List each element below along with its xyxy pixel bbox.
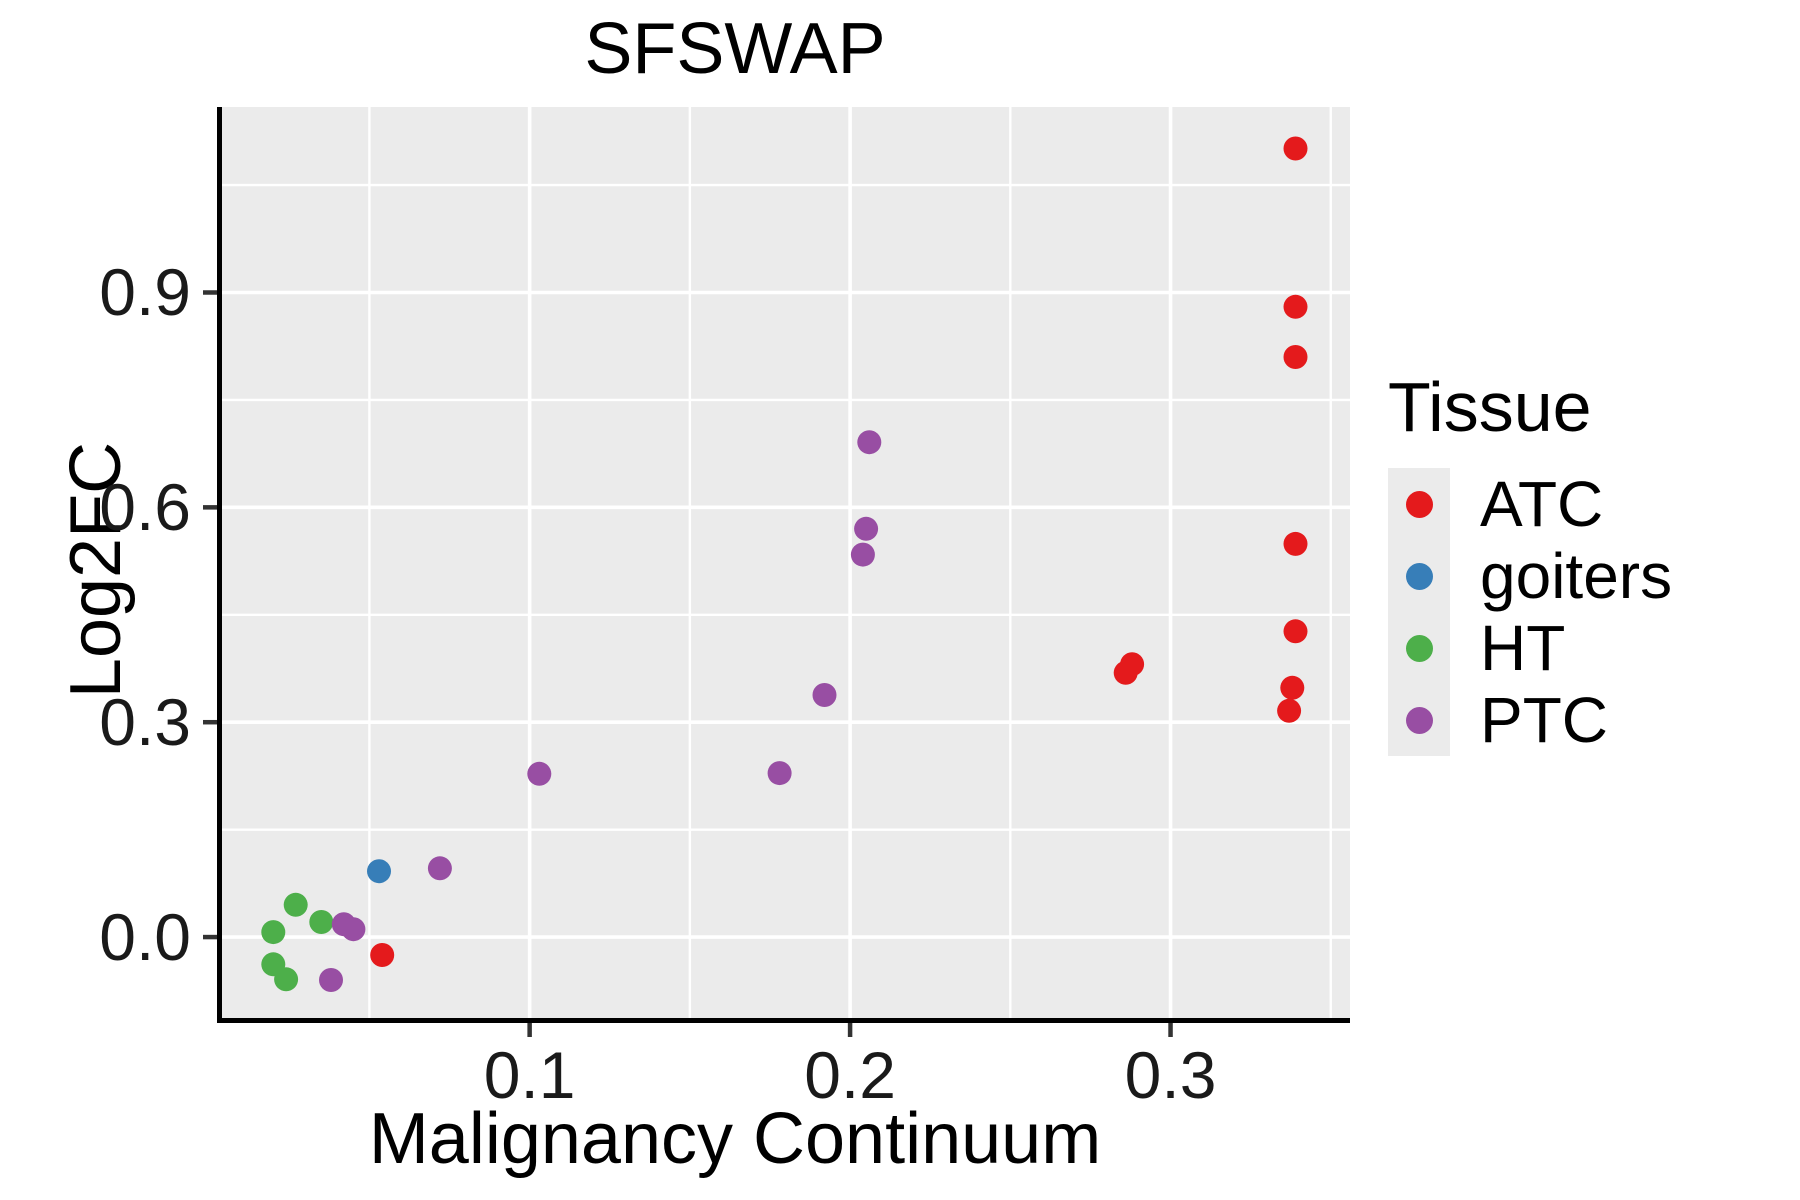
legend-item-label: ATC [1480, 468, 1604, 540]
legend-items: ATC goiters HT PTC [1388, 468, 1672, 756]
goiters-point-marker-icon [1405, 562, 1433, 590]
atc-data-point [1283, 619, 1308, 644]
x-tick-label: 0.2 [804, 1038, 896, 1112]
y-tick-label: 0.0 [99, 900, 191, 975]
legend-key-box [1388, 684, 1450, 756]
ptc-data-point [767, 761, 792, 786]
atc-data-point [1283, 294, 1308, 319]
legend-item-label: PTC [1480, 684, 1608, 756]
legend-key-box [1388, 612, 1450, 684]
goiters-data-point [367, 859, 391, 884]
x-tick-label: 0.3 [1124, 1038, 1217, 1112]
atc-point-marker-icon [1405, 490, 1433, 518]
legend-item-atc: ATC [1388, 468, 1672, 540]
legend-item-ht: HT [1388, 612, 1672, 684]
ptc-data-point [857, 430, 882, 455]
legend-key-box [1388, 468, 1450, 540]
legend-item-ptc: PTC [1388, 684, 1672, 756]
legend-key-box [1388, 540, 1450, 612]
ptc-data-point [527, 761, 552, 786]
x-axis-title: Malignancy Continuum [368, 1099, 1102, 1179]
atc-data-point [1113, 660, 1138, 685]
ptc-data-point [850, 542, 875, 567]
ht-data-point [283, 892, 308, 917]
atc-data-point [1283, 345, 1308, 369]
ht-point-marker-icon [1405, 634, 1433, 662]
y-tick-label: 0.9 [99, 255, 191, 330]
y-tick-label: 0.6 [99, 470, 191, 545]
ht-data-point [274, 967, 299, 992]
ptc-data-point [854, 516, 879, 541]
atc-data-point [1283, 136, 1308, 161]
legend-item-goiters: goiters [1388, 540, 1672, 612]
ht-data-point [261, 920, 286, 945]
atc-data-point [1283, 531, 1308, 556]
chart-title: SFSWAP [584, 9, 886, 89]
legend: Tissue ATC goiters HT PTC [1388, 372, 1672, 756]
ptc-data-point [812, 683, 837, 707]
x-tick-label: 0.1 [483, 1038, 576, 1112]
ht-data-point [309, 910, 334, 934]
ptc-point-marker-icon [1405, 706, 1433, 734]
ptc-data-point [427, 856, 452, 881]
atc-data-point [1277, 698, 1302, 723]
ptc-data-point [319, 968, 343, 992]
legend-item-label: goiters [1480, 540, 1673, 612]
atc-data-point [1280, 675, 1305, 700]
atc-data-point [370, 943, 395, 967]
legend-item-label: HT [1480, 612, 1566, 684]
panel-background [222, 107, 1350, 1018]
y-tick-label: 0.3 [99, 685, 191, 760]
ptc-data-point [341, 917, 366, 942]
legend-title: Tissue [1388, 368, 1592, 446]
